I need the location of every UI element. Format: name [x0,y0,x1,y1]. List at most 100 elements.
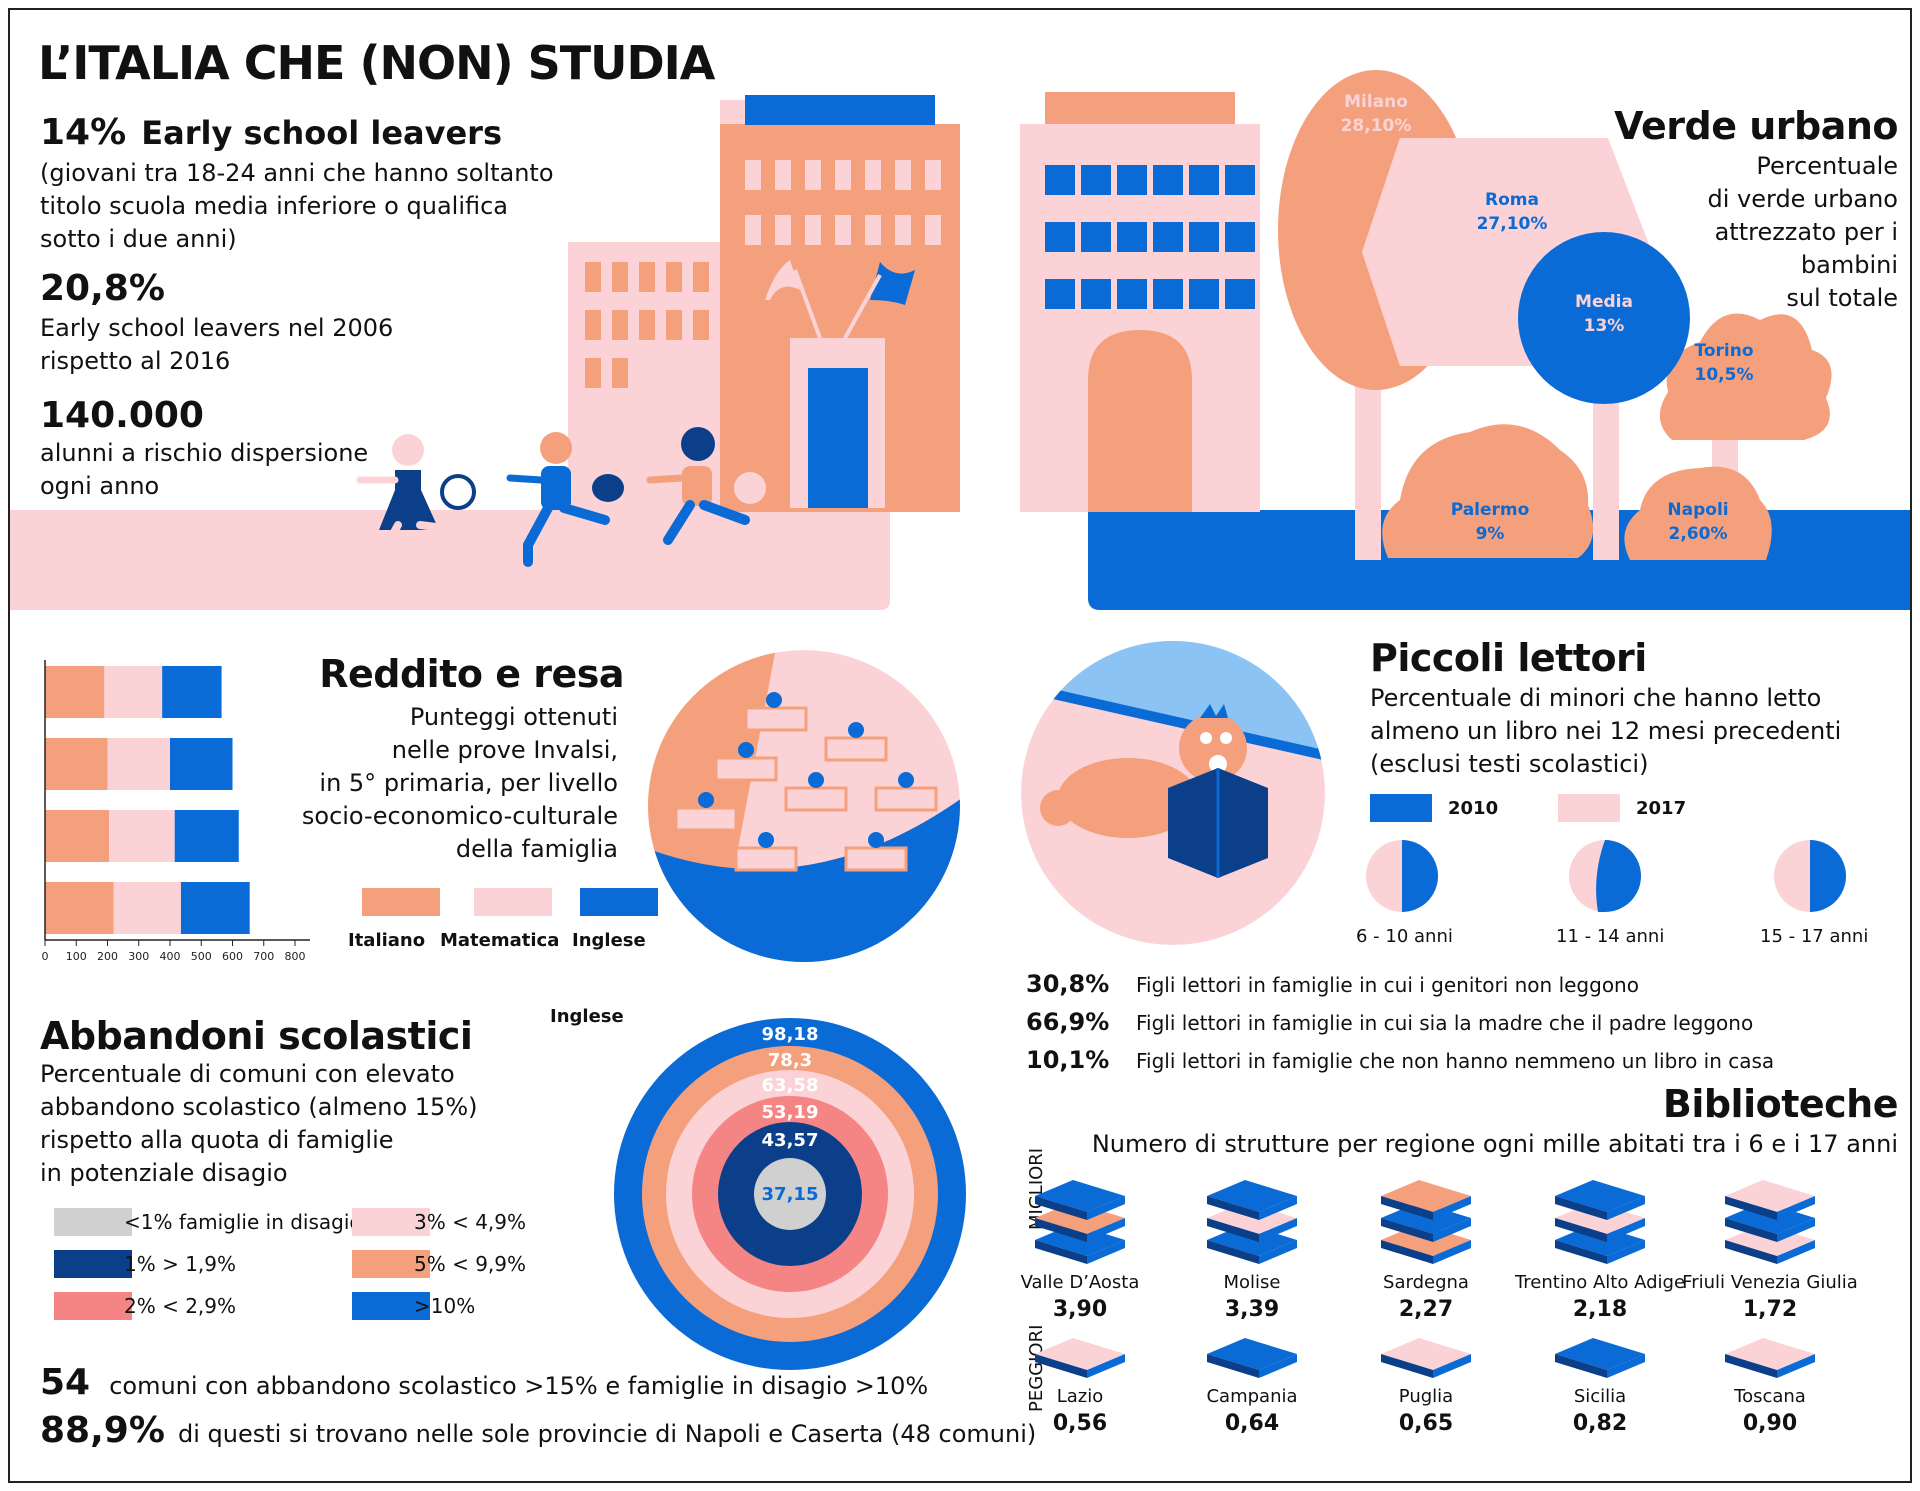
library-region-worst: Puglia 0,65 [1331,1336,1521,1436]
lettori-stat-3: 10,1% Figli lettori in famiglie che non h… [1026,1046,1774,1074]
library-region-best: Friuli Venezia Giulia 1,72 [1675,1178,1865,1322]
abbandoni-footer-1: 54 comuni con abbandono scolastico >15% … [40,1362,928,1403]
desc-line: di verde urbano [1707,185,1899,213]
desc-line: Percentuale [1756,152,1898,180]
ring-value: 43,57 [762,1130,819,1151]
arched-doorway [1088,330,1192,512]
stat-value: 54 [40,1362,91,1403]
tree-media [1518,232,1690,404]
book-stack-icon [1675,1178,1865,1272]
legend-2017-label: 2017 [1636,798,1687,819]
biblioteche-title: Biblioteche [1662,1082,1899,1126]
page-title: L’ITALIA CHE (NON) STUDIA [38,36,715,90]
pie-11-14 [1569,840,1641,912]
x-tick-label: 400 [160,950,181,963]
label-palermo-value: 9% [1476,524,1505,544]
ring-value: 37,15 [762,1184,819,1205]
bar-inglese-1 [162,666,222,718]
x-tick-label: 700 [253,950,274,963]
lettori-stat-2: 66,9% Figli lettori in famiglie in cui si… [1026,1008,1753,1036]
legend-grey-swatch [54,1208,132,1236]
bar-inglese-4 [180,882,250,934]
region-value: 3,90 [1052,1297,1108,1322]
stat-value: 10,1% [1026,1046,1110,1074]
library-region-worst: Lazio 0,56 [985,1336,1175,1436]
biblioteche-desc: Numero di strutture per regione ogni mil… [1091,1130,1898,1158]
child-boy [506,432,624,567]
stat-value: 14% [40,112,127,153]
tree-napoli [1624,466,1772,560]
bar-italiano-3 [45,810,110,862]
stat-alunni-desc: alunni a rischio dispersione ogni anno [40,437,368,503]
x-tick-label: 100 [66,950,87,963]
region-name: Valle D’Aosta [1020,1272,1140,1293]
label-roma-value: 27,10% [1477,214,1548,234]
legend-matematica-swatch [474,888,552,916]
desc-line: Early school leavers nel 2006 [40,314,394,342]
desc-line: sotto i due anni) [40,225,237,253]
region-name: Lazio [1056,1386,1104,1407]
region-value: 0,90 [1742,1411,1798,1436]
legend-pink-swatch [352,1208,430,1236]
desc-line: attrezzato per i [1714,218,1898,246]
bar-italiano-4 [45,882,114,934]
abbandoni-title: Abbandoni scolastici [40,1014,473,1058]
book-icon [985,1336,1175,1386]
pie-6-10 [1366,840,1438,912]
stat-2006-desc: Early school leavers nel 2006 rispetto a… [40,312,393,378]
ring-value: 63,58 [762,1075,819,1096]
stat-early-leavers: 14% Early school leavers [40,112,502,153]
ring-lt1 [754,1158,826,1230]
desc-line: (esclusi testi scolastici) [1370,750,1649,778]
lettori-stat-1: 30,8% Figli lettori in famiglie in cui i … [1026,970,1639,998]
region-value: 0,82 [1572,1411,1628,1436]
library-region-worst: Campania 0,64 [1157,1336,1347,1436]
bar-italiano-2 [45,738,108,790]
label-torino-name: Torino [1694,341,1753,361]
library-region-best: Trentino Alto Adige 2,18 [1505,1178,1695,1322]
small-building-windows [585,262,709,388]
age-label: 11 - 14 anni [1556,926,1665,947]
stat-alunni-value: 140.000 [40,395,204,436]
stat-value: 30,8% [1026,970,1110,998]
legend-blue-swatch [352,1292,430,1320]
desc-line: in 5° primaria, per livello [319,769,618,797]
book-stack-icon [1331,1178,1521,1272]
legend-matematica-label: Matematica [440,930,560,951]
library-region-best: Sardegna 2,27 [1331,1178,1521,1322]
label-palermo-name: Palermo [1451,500,1530,520]
desc-line: rispetto al 2016 [40,347,231,375]
desc-line: Percentuale di minori che hanno letto [1370,684,1822,712]
stat-value: 66,9% [1026,1008,1110,1036]
verde-desc: Percentuale di verde urbano attrezzato p… [1708,150,1899,315]
pink-building-roof [1045,92,1235,124]
region-name: Puglia [1398,1386,1454,1407]
abbandoni-footer-2: 88,9% di questi si trovano nelle sole pr… [40,1410,1036,1451]
desc-line: (giovani tra 18-24 anni che hanno soltan… [40,159,554,187]
legend-2010-swatch [1370,794,1432,822]
reddito-title: Reddito e resa [319,652,624,696]
lettori-pies [1366,840,1846,912]
bar-matematica-3 [109,810,175,862]
child-runner [646,427,766,545]
region-value: 1,72 [1742,1297,1798,1322]
region-name: Toscana [1734,1386,1806,1407]
desc-line: nelle prove Invalsi, [391,736,618,764]
region-value: 0,64 [1224,1411,1280,1436]
desc-line: alunni a rischio dispersione [40,439,369,467]
book-icon [1331,1336,1521,1386]
region-name: Molise [1223,1272,1281,1293]
region-value: 0,56 [1052,1411,1108,1436]
bar-italiano-1 [45,666,105,718]
verde-title: Verde urbano [1614,104,1898,148]
x-tick-label: 300 [128,950,149,963]
stat-value: 88,9% [40,1410,165,1451]
library-region-worst: Toscana 0,90 [1675,1336,1865,1436]
trunk-roma [1593,380,1619,560]
legend-italiano-swatch [362,888,440,916]
region-name: Sicilia [1573,1386,1627,1407]
stat-text: Figli lettori in famiglie in cui sia la … [1136,1011,1754,1035]
tree-torino [1659,313,1832,440]
verde-urbano-illustration: Milano 28,10% Roma 27,10% Media 13% Tori… [1020,70,1910,610]
label-torino-value: 10,5% [1695,365,1754,385]
